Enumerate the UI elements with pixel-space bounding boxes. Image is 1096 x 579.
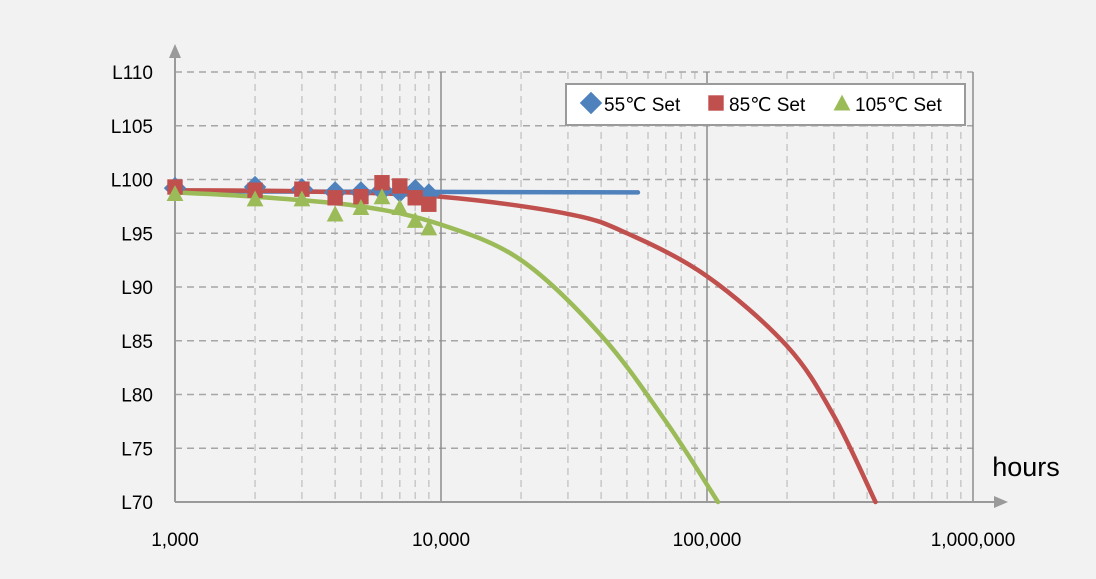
- data-point-series-3: [293, 190, 311, 207]
- legend-label-series-1: 55℃ Set: [604, 95, 681, 116]
- x-axis-arrowhead: [994, 496, 1008, 508]
- x-tick-label: 100,000: [673, 530, 742, 551]
- data-point-series-3: [373, 188, 391, 205]
- axes: [169, 44, 1008, 508]
- legend-marker-series-2: [708, 95, 724, 111]
- y-tick-label: L95: [121, 224, 153, 245]
- legend-label-series-2: 85℃ Set: [729, 95, 806, 116]
- trend-line-series-3: [172, 190, 721, 505]
- y-tick-label: L90: [121, 278, 153, 299]
- legend-box: [565, 83, 966, 126]
- y-tick-label: L75: [121, 439, 153, 460]
- data-point-series-2: [392, 178, 408, 194]
- y-tick-label: L70: [121, 493, 153, 514]
- data-point-series-3: [391, 199, 409, 216]
- x-tick-label: 1,000: [151, 530, 199, 551]
- data-point-series-3: [246, 190, 264, 207]
- data-point-series-3: [166, 185, 184, 202]
- data-point-series-2: [407, 190, 423, 206]
- y-tick-label: L85: [121, 332, 153, 353]
- legend-marker-series-1: [579, 91, 603, 115]
- grid: [175, 71, 974, 502]
- trend-line-series-2: [172, 188, 878, 505]
- x-tick-label: 10,000: [412, 530, 470, 551]
- data-point-series-2: [374, 175, 390, 191]
- y-tick-labels: L70 L75 L80 L85 L90 L95 L100 L105 L110: [111, 63, 153, 514]
- data-point-series-2: [294, 181, 310, 197]
- legend-label-series-3: 105℃ Set: [855, 95, 943, 116]
- x-tick-label: 1,000,000: [931, 530, 1016, 551]
- data-point-series-3: [406, 211, 424, 228]
- x-axis-label: hours: [992, 452, 1060, 482]
- data-point-series-2: [421, 196, 437, 212]
- y-tick-label: L110: [112, 63, 153, 84]
- legend-marker-series-3: [833, 94, 851, 111]
- y-axis-arrowhead: [169, 44, 181, 58]
- data-point-series-3: [420, 219, 438, 236]
- y-tick-label: L100: [111, 171, 153, 192]
- data-point-series-2: [327, 190, 343, 206]
- data-markers: [163, 175, 441, 236]
- data-point-series-3: [326, 205, 344, 222]
- y-tick-label: L105: [111, 117, 153, 138]
- legend: 55℃ Set 85℃ Set 105℃ Set: [565, 83, 966, 126]
- data-point-series-2: [353, 189, 369, 205]
- data-point-series-3: [352, 199, 370, 216]
- data-point-series-2: [247, 182, 263, 198]
- x-tick-labels: 1,000 10,000 100,000 1,000,000: [151, 530, 1015, 551]
- y-tick-label: L80: [121, 386, 153, 407]
